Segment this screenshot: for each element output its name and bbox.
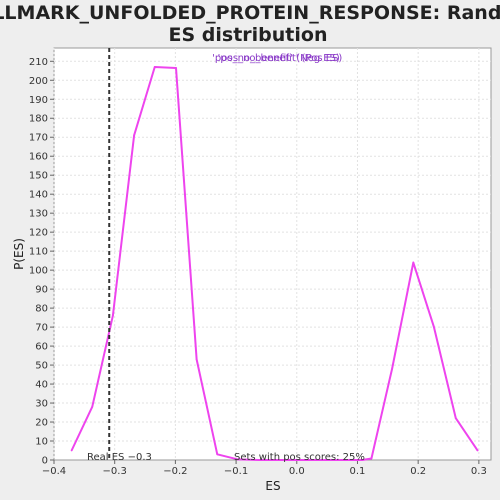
- y-tick-label: 130: [29, 209, 48, 220]
- data-point: [340, 459, 343, 461]
- y-tick-label: 90: [35, 285, 48, 296]
- y-axis-label: P(ES): [12, 238, 26, 270]
- y-tick-label: 100: [29, 266, 48, 277]
- y-tick-label: 20: [35, 418, 48, 429]
- legend-label-pos: 'pos_no_benefit' (Pos ES): [218, 53, 343, 64]
- y-tick-label: 140: [29, 190, 48, 201]
- y-tick-label: 30: [35, 399, 48, 410]
- data-point: [476, 449, 479, 452]
- data-point: [91, 405, 94, 408]
- vline-label: Real ES −0.3: [87, 452, 152, 463]
- data-point: [175, 67, 177, 69]
- data-point: [391, 367, 393, 370]
- x-tick-label: −0.4: [42, 466, 66, 477]
- x-tick-label: 0.0: [289, 466, 305, 477]
- axes: 0 10 20 30 40 50 60 70 80 90 100 110 120 130 140 150 160…: [29, 57, 487, 477]
- data-point: [195, 358, 198, 361]
- y-tick-label: 120: [29, 228, 48, 239]
- data-point: [133, 134, 136, 137]
- data-point: [320, 459, 322, 461]
- x-tick-label: −0.1: [224, 466, 248, 477]
- data-point: [257, 459, 260, 461]
- x-tick-label: 0.3: [471, 466, 487, 477]
- y-tick-label: 0: [42, 456, 48, 467]
- y-tick-label: 210: [29, 57, 48, 68]
- data-point: [299, 459, 302, 461]
- data-point: [70, 449, 73, 452]
- y-tick-label: 190: [29, 95, 48, 106]
- data-point: [153, 66, 156, 68]
- y-tick-label: 160: [29, 152, 48, 163]
- data-point: [278, 459, 281, 461]
- y-tick-label: 40: [35, 380, 48, 391]
- data-point: [111, 314, 114, 317]
- annotation-pos-scores: Sets with pos scores: 25%: [234, 452, 365, 463]
- data-point: [237, 458, 239, 461]
- y-tick-label: 10: [35, 437, 48, 448]
- data-point: [370, 457, 373, 460]
- y-tick-label: 70: [35, 323, 48, 334]
- y-tick-label: 150: [29, 171, 48, 182]
- y-tick-label: 180: [29, 114, 48, 125]
- legend-label-neg: 'pos_no_benefit' (Neg ES): [212, 53, 340, 64]
- data-point: [454, 417, 457, 420]
- x-tick-label: −0.3: [103, 466, 127, 477]
- data-point: [433, 326, 435, 328]
- y-tick-label: 110: [29, 247, 48, 258]
- y-tick-label: 50: [35, 361, 48, 372]
- y-tick-label: 200: [29, 76, 48, 87]
- data-point: [412, 261, 415, 264]
- x-tick-label: −0.2: [163, 466, 187, 477]
- chart-title-line-1: HALLMARK_UNFOLDED_PROTEIN_RESPONSE: Rand…: [0, 2, 500, 24]
- series-layer: [70, 65, 479, 461]
- data-point: [361, 459, 364, 461]
- grid-lines: [53, 48, 491, 460]
- x-tick-label: 0.1: [350, 466, 366, 477]
- y-tick-label: 60: [35, 342, 48, 353]
- data-point: [216, 453, 219, 456]
- y-tick-label: 80: [35, 304, 48, 315]
- chart-title-line-2: ES distribution: [169, 24, 328, 46]
- x-axis-label: ES: [265, 479, 280, 493]
- y-tick-label: 170: [29, 133, 48, 144]
- x-tick-label: 0.2: [410, 466, 426, 477]
